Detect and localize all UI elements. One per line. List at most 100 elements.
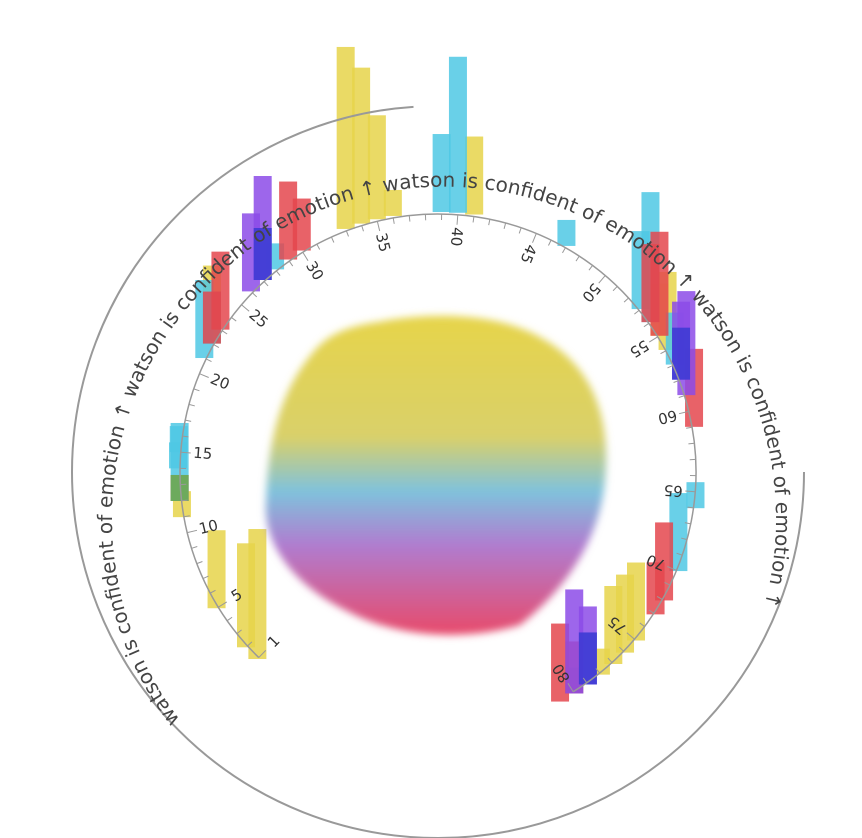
bars-layer <box>169 46 705 702</box>
axis-tick <box>588 265 593 271</box>
axis-tick <box>612 286 618 292</box>
axis-tick <box>548 239 552 246</box>
axis-tick <box>199 373 209 378</box>
axis-tick <box>618 646 624 652</box>
bar-yellow <box>352 67 371 224</box>
axis-tick <box>582 677 588 684</box>
axis-arc <box>179 213 697 693</box>
axis-tick <box>673 379 680 383</box>
bar-cyan <box>169 426 188 453</box>
axis-tick <box>236 629 242 635</box>
bar-yellow <box>237 543 256 648</box>
axis-tick <box>288 260 294 267</box>
bar-red <box>279 181 298 260</box>
axis-tick <box>345 230 349 237</box>
axis-tick <box>275 270 281 276</box>
bar-blue <box>578 632 597 685</box>
axis-tick <box>209 589 216 594</box>
axis-tick <box>252 292 258 298</box>
axis-tick <box>648 609 655 614</box>
bar-red <box>292 198 311 251</box>
axis-tick <box>221 330 228 335</box>
axis-tick <box>503 222 507 229</box>
axis-tick <box>626 632 635 640</box>
axis-tick <box>316 243 321 250</box>
outer-ring <box>71 105 805 838</box>
axis-tick <box>686 426 693 429</box>
axis-tick <box>660 350 667 355</box>
bar-yellow <box>207 530 226 609</box>
axis-tick-label: 55 <box>626 336 652 361</box>
axis-tick-label: 65 <box>663 481 683 500</box>
axis-tick <box>639 622 645 627</box>
axis-tick <box>202 575 209 580</box>
axis-tick <box>213 344 220 348</box>
axis-tick-label: 1 <box>264 632 284 651</box>
axis-tick <box>330 236 335 243</box>
axis-tick-label: 60 <box>656 406 679 428</box>
axis-tick <box>217 601 228 608</box>
bar-yellow <box>336 46 355 229</box>
bar-cyan <box>557 219 576 246</box>
axis-tick <box>598 275 606 284</box>
axis-tick-label: 45 <box>516 242 540 267</box>
axis-tick <box>623 297 629 303</box>
axis-tick <box>392 217 395 224</box>
axis-tick <box>241 304 250 312</box>
axis-tick <box>191 546 198 549</box>
axis-tick <box>518 227 522 234</box>
axis-tick <box>575 255 580 262</box>
axis-tick <box>648 336 659 343</box>
axis-tick <box>688 442 695 445</box>
axis-tick <box>562 247 566 254</box>
axis-tick <box>634 309 640 315</box>
axis-tick <box>185 419 192 422</box>
axis-tick <box>263 281 269 287</box>
bar-blue <box>672 327 691 380</box>
axis-tick <box>376 221 381 232</box>
axis-tick <box>687 506 694 509</box>
bar-purple <box>565 589 584 694</box>
axis-tick <box>667 364 674 369</box>
bar-cyan <box>432 134 451 213</box>
axis-tick <box>302 251 309 262</box>
axis-tick <box>488 219 491 226</box>
axis-tick <box>664 582 671 586</box>
axis-tick <box>188 403 195 407</box>
axis-tick <box>472 216 475 223</box>
axis-tick <box>182 435 189 438</box>
axis-tick <box>532 233 537 243</box>
axis-tick <box>676 552 683 556</box>
axis-tick-label: 50 <box>578 279 604 305</box>
bar-red <box>551 623 570 702</box>
bar-red <box>650 231 669 336</box>
axis-tick <box>678 410 689 415</box>
axis-tick <box>258 650 267 658</box>
axis-tick <box>681 537 688 541</box>
axis-tick <box>361 225 364 232</box>
axis-tick <box>595 668 601 674</box>
axis-tick <box>567 682 574 693</box>
axis-tick <box>607 657 613 663</box>
axis-tick <box>247 641 253 647</box>
axis-tick-label: 30 <box>302 258 327 284</box>
axis-tick <box>408 215 411 222</box>
bar-cyan <box>448 56 467 213</box>
axis-tick <box>231 317 237 322</box>
axis-tick <box>684 522 691 525</box>
axis-tick <box>187 529 198 534</box>
bar-yellow <box>383 189 402 216</box>
axis-tick <box>205 358 212 362</box>
bar-red <box>646 562 665 615</box>
bar-yellow <box>465 136 484 215</box>
axis-tick <box>656 596 663 600</box>
axis-tick-label: 10 <box>197 516 220 538</box>
axis-tick <box>226 616 233 622</box>
bar-green <box>170 474 189 501</box>
axis-tick-label: 70 <box>644 550 669 574</box>
bar-yellow <box>604 585 623 664</box>
axis-tick-label: 35 <box>372 231 394 254</box>
axis-tick-label: 20 <box>208 370 233 394</box>
axis-tick <box>643 322 650 328</box>
